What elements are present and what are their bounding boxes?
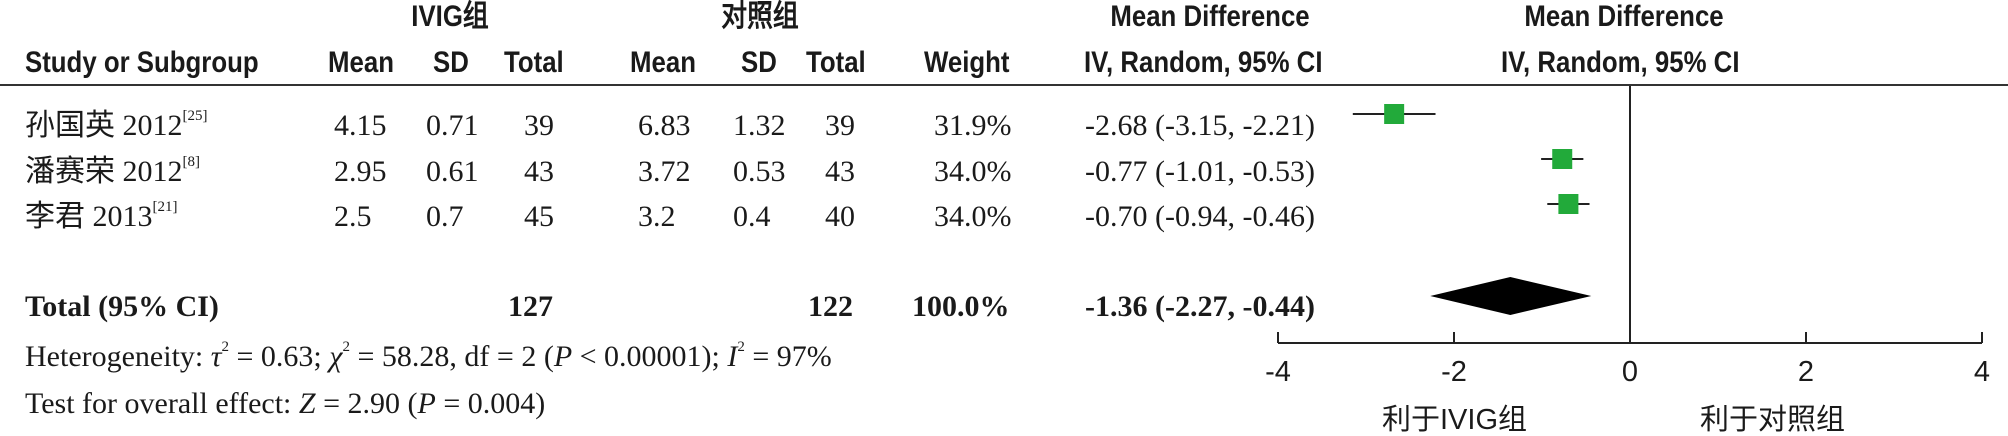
sd-exp-value: 0.7 [426, 200, 464, 233]
total-weight: 100.0% [912, 290, 1010, 323]
sd-exp-value: 0.71 [426, 109, 479, 142]
heterogeneity-text: Heterogeneity: τ2 = 0.63; χ2 = 58.28, df… [25, 339, 832, 373]
group-ctrl-header: 对照组 [721, 0, 799, 33]
total-exp-value: 43 [524, 155, 554, 188]
study-column-header: Study or Subgroup [25, 46, 259, 79]
study-effect-marker [1384, 104, 1405, 124]
pooled-diamond [1430, 277, 1592, 315]
favours-left-label: 利于IVIG组 [1382, 404, 1528, 436]
study-name: 潘赛荣 2012[8] [25, 154, 200, 188]
x-axis-tick-label: -2 [1441, 356, 1467, 388]
mean-ctrl-value: 6.83 [638, 109, 691, 142]
x-axis-tick-label: 0 [1622, 356, 1638, 388]
ci-text: -0.70 (-0.94, -0.46) [1085, 200, 1315, 233]
total-ctrl-header: Total [806, 46, 866, 79]
sd-exp-value: 0.61 [426, 155, 479, 188]
total-exp-value: 39 [524, 109, 554, 142]
x-axis-tick-label: -4 [1265, 356, 1291, 388]
favours-right-label: 利于对照组 [1700, 404, 1846, 436]
total-ctrl-value: 39 [825, 109, 855, 142]
total-ctrl-value: 40 [825, 200, 855, 233]
x-axis-tick-label: 2 [1798, 356, 1814, 388]
method-plot-header: IV, Random, 95% CI [1501, 46, 1740, 79]
pooled-ci-text: -1.36 (-2.27, -0.44) [1085, 290, 1315, 323]
total-exp-header: Total [504, 46, 564, 79]
md-plot-header: Mean Difference [1524, 0, 1724, 33]
mean-exp-value: 2.95 [334, 155, 387, 188]
study-effect-marker [1558, 194, 1579, 214]
method-table-header: IV, Random, 95% CI [1084, 46, 1323, 79]
sd-ctrl-value: 1.32 [733, 109, 786, 142]
total-exp-sum: 127 [508, 290, 553, 323]
study-name: 李君 2013[21] [25, 199, 178, 233]
ci-text: -2.68 (-3.15, -2.21) [1085, 109, 1315, 142]
total-ctrl-sum: 122 [808, 290, 853, 323]
sd-ctrl-value: 0.4 [733, 200, 771, 233]
weight-value: 31.9% [934, 109, 1012, 142]
total-exp-value: 45 [524, 200, 554, 233]
group-exp-header: IVIG组 [411, 0, 489, 33]
mean-ctrl-header: Mean [630, 46, 696, 79]
sd-exp-header: SD [433, 46, 469, 79]
sd-ctrl-header: SD [741, 46, 777, 79]
total-label: Total (95% CI) [25, 290, 219, 323]
md-table-header: Mean Difference [1110, 0, 1310, 33]
mean-exp-value: 2.5 [334, 200, 372, 233]
total-ctrl-value: 43 [825, 155, 855, 188]
weight-value: 34.0% [934, 200, 1012, 233]
mean-ctrl-value: 3.2 [638, 200, 676, 233]
study-effect-marker [1552, 149, 1573, 169]
study-name: 孙国英 2012[25] [25, 108, 208, 142]
x-axis-tick-label: 4 [1974, 356, 1990, 388]
mean-exp-header: Mean [328, 46, 394, 79]
sd-ctrl-value: 0.53 [733, 155, 786, 188]
weight-header: Weight [924, 46, 1010, 79]
mean-ctrl-value: 3.72 [638, 155, 691, 188]
weight-value: 34.0% [934, 155, 1012, 188]
mean-exp-value: 4.15 [334, 109, 387, 142]
ci-text: -0.77 (-1.01, -0.53) [1085, 155, 1315, 188]
overall-effect-text: Test for overall effect: Z = 2.90 (P = 0… [25, 387, 546, 420]
